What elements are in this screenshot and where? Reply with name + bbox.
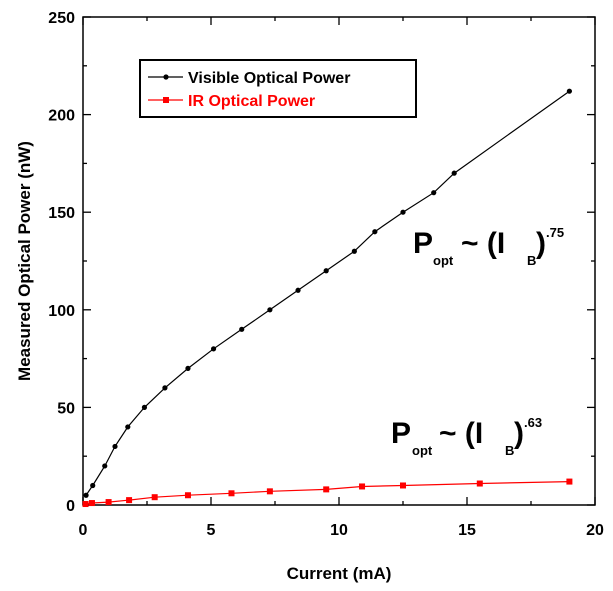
data-point <box>125 424 131 430</box>
y-tick-label: 0 <box>66 498 75 515</box>
y-axis-title: Measured Optical Power (nW) <box>15 141 34 381</box>
annot1-exp: .75 <box>546 225 564 240</box>
data-point <box>112 443 118 450</box>
data-point <box>323 268 329 274</box>
annot1-mid: ~ (I <box>461 227 505 260</box>
data-point <box>90 482 96 489</box>
data-point <box>451 170 457 176</box>
y-tick-label: 250 <box>48 10 75 27</box>
series-ir <box>82 478 573 508</box>
annot1-close: ) <box>536 227 546 260</box>
data-point <box>162 385 168 391</box>
y-tick-label: 150 <box>48 205 75 222</box>
annot1-sub2: B <box>527 253 536 268</box>
data-point <box>141 404 148 410</box>
x-tick-label: 5 <box>207 522 216 539</box>
series-line <box>85 90 570 496</box>
series-visible <box>83 88 573 498</box>
annot1-sub: opt <box>433 253 454 268</box>
series-line <box>85 481 570 505</box>
annot2-sub: opt <box>412 443 433 458</box>
y-tick-label: 50 <box>57 400 75 417</box>
data-point <box>82 501 89 508</box>
annotation-ir-fit: P opt ~ (I B ) .63 <box>391 415 542 458</box>
annot2-exp: .63 <box>524 415 542 430</box>
annotation-visible-fit: P opt ~ (I B ) .75 <box>413 225 564 268</box>
data-point <box>88 500 95 507</box>
annot2-close: ) <box>514 417 524 450</box>
data-point <box>228 490 235 497</box>
data-point <box>102 463 108 469</box>
data-point <box>372 229 378 235</box>
legend-label-ir: IR Optical Power <box>188 93 315 110</box>
annot2-sub2: B <box>505 443 514 458</box>
data-point <box>359 483 366 490</box>
data-point <box>267 307 273 313</box>
annot2-mid: ~ (I <box>439 417 483 450</box>
x-axis-title: Current (mA) <box>287 564 392 583</box>
legend-label-visible: Visible Optical Power <box>188 70 350 87</box>
data-point <box>431 190 437 196</box>
data-point <box>151 494 158 501</box>
data-point <box>83 492 89 498</box>
data-point <box>566 478 573 485</box>
legend-marker-ir <box>163 97 169 103</box>
data-point <box>323 486 330 493</box>
data-point <box>295 287 301 293</box>
series-layer <box>82 88 573 508</box>
data-point <box>351 248 357 254</box>
x-tick-label: 20 <box>586 522 604 539</box>
legend-marker-visible <box>163 74 169 80</box>
data-point <box>210 346 217 352</box>
data-point <box>266 488 273 495</box>
data-point <box>566 88 573 94</box>
annot1-base: P <box>413 227 433 260</box>
data-point <box>476 480 483 487</box>
x-tick-label: 10 <box>330 522 348 539</box>
data-point <box>126 497 133 504</box>
y-tick-label: 200 <box>48 108 75 125</box>
x-tick-label: 15 <box>458 522 476 539</box>
data-point <box>185 365 191 371</box>
data-point <box>400 482 406 489</box>
data-point <box>105 499 112 506</box>
legend-box <box>139 59 417 118</box>
y-tick-label: 100 <box>48 303 75 320</box>
data-point <box>239 326 245 332</box>
data-point <box>184 492 191 499</box>
legend: Visible Optical Power IR Optical Power <box>139 59 417 118</box>
axis-ticks <box>82 16 596 506</box>
x-tick-label: 0 <box>79 522 88 539</box>
annot2-base: P <box>391 417 411 450</box>
data-point <box>400 209 406 215</box>
